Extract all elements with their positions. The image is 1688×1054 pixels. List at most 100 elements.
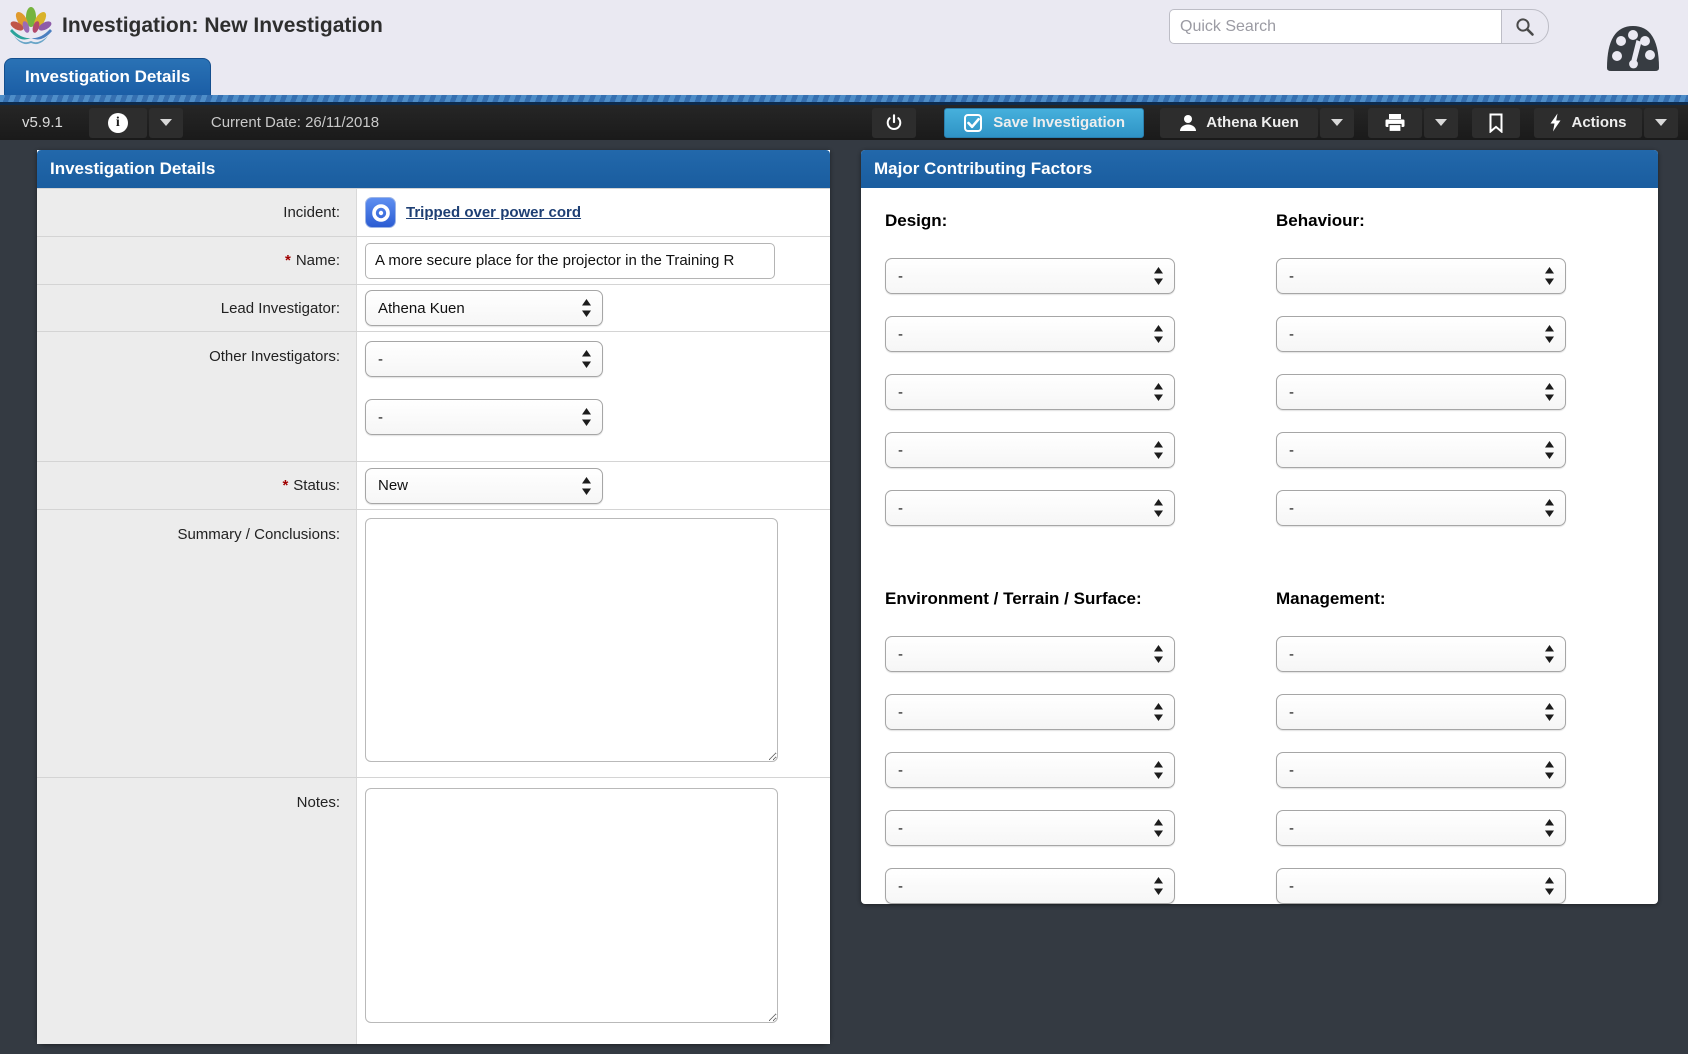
name-input[interactable]	[365, 242, 775, 279]
select-arrows-icon	[1545, 499, 1554, 517]
summary-textarea[interactable]	[365, 518, 778, 762]
management-factor-select-2[interactable]: -	[1276, 694, 1566, 730]
management-factor-select-5[interactable]: -	[1276, 868, 1566, 904]
chevron-down-icon	[159, 119, 172, 126]
select-arrows-icon	[1545, 703, 1554, 721]
behaviour-factor-select-5[interactable]: -	[1276, 490, 1566, 526]
checkbox-check-icon	[964, 113, 983, 132]
factor-group-environment-label: Environment / Terrain / Surface:	[885, 589, 1142, 608]
user-menu-button[interactable]: Athena Kuen	[1160, 107, 1318, 138]
print-dropdown-button[interactable]	[1424, 107, 1458, 138]
select-arrows-icon	[582, 299, 591, 317]
lead-investigator-label: Lead Investigator:	[37, 285, 357, 331]
name-label: * Name:	[37, 237, 357, 284]
user-dropdown-button[interactable]	[1320, 107, 1354, 138]
info-dropdown-button[interactable]	[148, 107, 183, 138]
info-button[interactable]: i	[88, 107, 147, 138]
select-arrows-icon	[1154, 499, 1163, 517]
select-arrows-icon	[1545, 441, 1554, 459]
dashboard-gauge-icon[interactable]	[1604, 18, 1662, 72]
print-icon	[1385, 113, 1405, 132]
management-factor-select-3[interactable]: -	[1276, 752, 1566, 788]
environment-factor-select-3[interactable]: -	[885, 752, 1175, 788]
behaviour-factor-select-3[interactable]: -	[1276, 374, 1566, 410]
page-title: Investigation: New Investigation	[62, 14, 383, 37]
environment-factor-select-4[interactable]: -	[885, 810, 1175, 846]
design-factor-select-2[interactable]: -	[885, 316, 1175, 352]
investigation-details-panel: Investigation Details Incident: Tripped …	[37, 150, 830, 1044]
chevron-down-icon	[1331, 119, 1343, 126]
environment-factor-select-1[interactable]: -	[885, 636, 1175, 672]
design-factor-select-5[interactable]: -	[885, 490, 1175, 526]
app-header: Investigation: New Investigation Investi…	[0, 0, 1688, 95]
behaviour-factor-select-2[interactable]: -	[1276, 316, 1566, 352]
management-factor-select-4[interactable]: -	[1276, 810, 1566, 846]
summary-label: Summary / Conclusions:	[37, 510, 357, 777]
design-factor-select-4[interactable]: -	[885, 432, 1175, 468]
other-investigators-row: Other Investigators: - -	[37, 331, 830, 461]
select-arrows-icon	[1154, 441, 1163, 459]
select-arrows-icon	[1545, 877, 1554, 895]
factor-group-design-label: Design:	[885, 211, 948, 230]
factors-panel-title: Major Contributing Factors	[861, 150, 1658, 188]
current-date-label: Current Date: 26/11/2018	[210, 114, 380, 131]
incident-target-icon[interactable]	[365, 197, 396, 228]
power-icon	[887, 113, 902, 130]
save-button-label: Save Investigation	[993, 114, 1125, 131]
quick-search	[1169, 9, 1549, 44]
save-investigation-button[interactable]: Save Investigation	[944, 107, 1144, 138]
actions-button[interactable]: Actions	[1534, 107, 1642, 138]
management-selects: - - - - -	[1276, 636, 1566, 904]
design-factor-select-1[interactable]: -	[885, 258, 1175, 294]
required-asterisk: *	[284, 252, 291, 269]
status-label: * Status:	[37, 462, 357, 509]
lead-investigator-select[interactable]: Athena Kuen	[365, 290, 603, 326]
select-arrows-icon	[1154, 645, 1163, 663]
bookmark-icon	[1489, 113, 1503, 133]
search-icon	[1516, 17, 1534, 36]
notes-row: Notes:	[37, 777, 830, 1044]
environment-factor-select-5[interactable]: -	[885, 868, 1175, 904]
lotus-logo-icon	[10, 7, 52, 45]
design-factor-select-3[interactable]: -	[885, 374, 1175, 410]
incident-row: Incident: Tripped over power cord	[37, 188, 830, 236]
search-input[interactable]	[1169, 9, 1501, 44]
status-row: * Status: New	[37, 461, 830, 509]
incident-label: Incident:	[37, 189, 357, 236]
behaviour-selects: - - - - -	[1276, 258, 1566, 526]
print-button[interactable]	[1368, 107, 1422, 138]
notes-textarea[interactable]	[365, 788, 778, 1023]
factor-group-behaviour-label: Behaviour:	[1276, 211, 1365, 230]
select-arrows-icon	[1545, 819, 1554, 837]
incident-link[interactable]: Tripped over power cord	[406, 204, 582, 221]
details-panel-title: Investigation Details	[37, 150, 830, 188]
version-label: v5.9.1	[22, 114, 63, 131]
select-arrows-icon	[1545, 383, 1554, 401]
tab-investigation-details[interactable]: Investigation Details	[4, 58, 212, 95]
environment-factor-select-2[interactable]: -	[885, 694, 1175, 730]
select-arrows-icon	[1545, 325, 1554, 343]
actions-dropdown-button[interactable]	[1644, 107, 1678, 138]
required-asterisk: *	[282, 477, 289, 494]
status-select[interactable]: New	[365, 467, 603, 504]
logout-power-button[interactable]	[872, 107, 917, 138]
actions-label: Actions	[1571, 114, 1627, 131]
chevron-down-icon	[1435, 119, 1447, 126]
behaviour-factor-select-1[interactable]: -	[1276, 258, 1566, 294]
other-investigator-select-2[interactable]: -	[365, 399, 603, 435]
search-button[interactable]	[1501, 9, 1549, 44]
select-arrows-icon	[1154, 703, 1163, 721]
select-arrows-icon	[1154, 761, 1163, 779]
user-icon	[1180, 114, 1197, 131]
lead-investigator-row: Lead Investigator: Athena Kuen	[37, 284, 830, 331]
summary-row: Summary / Conclusions:	[37, 509, 830, 777]
select-arrows-icon	[1154, 877, 1163, 895]
select-arrows-icon	[1154, 325, 1163, 343]
select-arrows-icon	[1545, 645, 1554, 663]
name-row: * Name:	[37, 236, 830, 284]
select-arrows-icon	[582, 350, 591, 368]
bookmark-button[interactable]	[1472, 107, 1520, 138]
management-factor-select-1[interactable]: -	[1276, 636, 1566, 672]
behaviour-factor-select-4[interactable]: -	[1276, 432, 1566, 468]
other-investigator-select-1[interactable]: -	[365, 341, 603, 377]
